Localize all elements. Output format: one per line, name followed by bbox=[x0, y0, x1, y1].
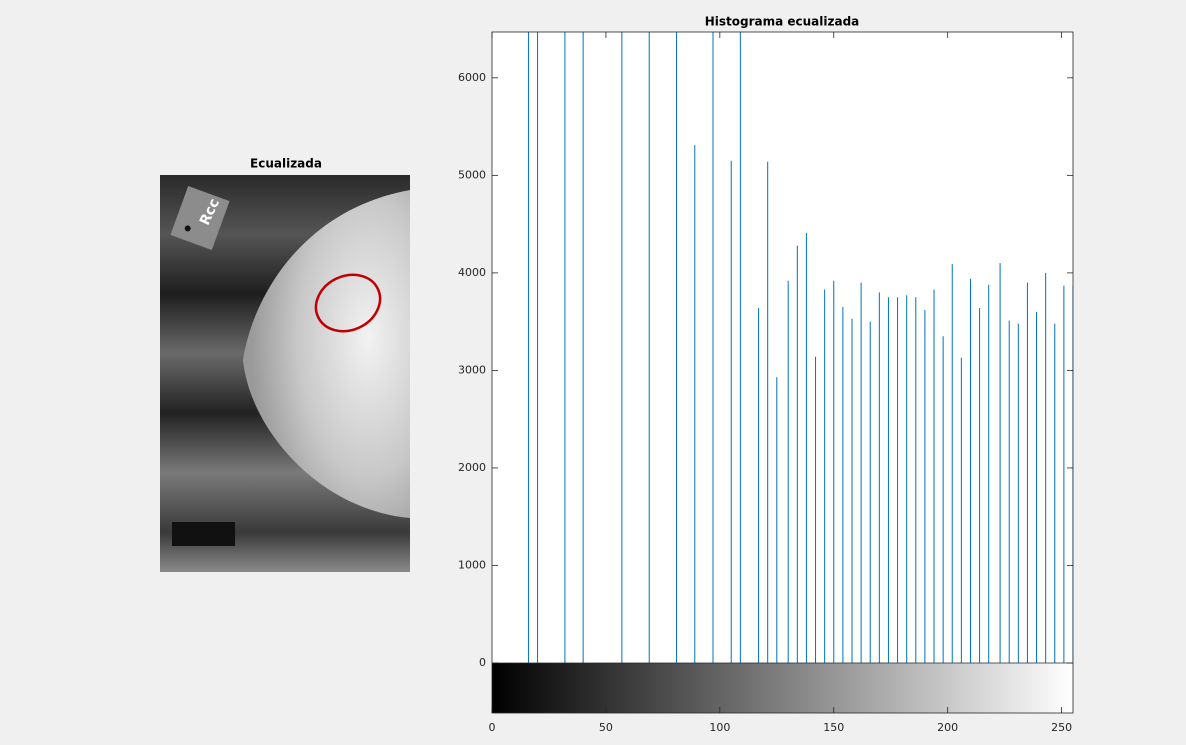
plot-area bbox=[492, 32, 1073, 663]
x-tick-label: 0 bbox=[489, 721, 496, 734]
image-title: Ecualizada bbox=[250, 157, 322, 171]
x-tick-label: 200 bbox=[937, 721, 958, 734]
marker-block bbox=[172, 522, 235, 546]
y-tick-label: 2000 bbox=[458, 461, 486, 474]
image-panel bbox=[160, 175, 410, 572]
chart-title: Histograma ecualizada bbox=[705, 15, 860, 29]
y-tick-label: 3000 bbox=[458, 363, 486, 376]
y-tick-label: 5000 bbox=[458, 168, 486, 181]
y-tick-label: 4000 bbox=[458, 266, 486, 279]
figure: Rcc Ecualizada Histograma ecualizada 010… bbox=[0, 0, 1186, 745]
x-tick-label: 100 bbox=[709, 721, 730, 734]
x-tick-label: 250 bbox=[1051, 721, 1072, 734]
colorbar bbox=[492, 663, 1073, 713]
y-tick-label: 1000 bbox=[458, 558, 486, 571]
x-tick-label: 50 bbox=[599, 721, 613, 734]
page: Rcc Ecualizada Histograma ecualizada 010… bbox=[0, 0, 1186, 745]
y-tick-label: 0 bbox=[479, 656, 486, 669]
y-tick-label: 6000 bbox=[458, 71, 486, 84]
x-tick-label: 150 bbox=[823, 721, 844, 734]
